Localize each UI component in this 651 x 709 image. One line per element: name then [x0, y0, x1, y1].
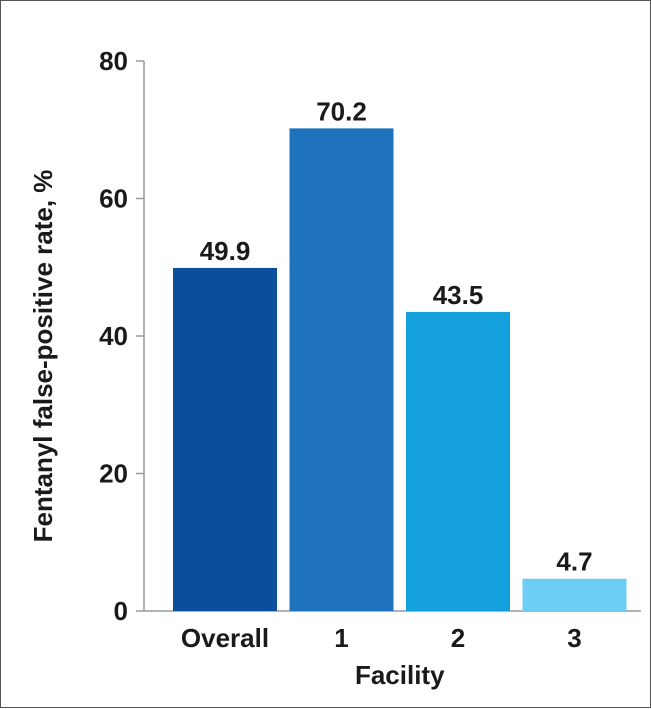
y-tick-label: 20: [99, 459, 128, 489]
bar-value-label: 70.2: [316, 96, 367, 126]
x-tick-label: 1: [334, 623, 348, 653]
bar-overall: [173, 267, 277, 611]
y-axis: 0 20 40 60 80: [99, 46, 145, 626]
x-tick-label: 3: [567, 623, 581, 653]
bar-facility-2: [406, 311, 510, 611]
x-tick-label: Overall: [181, 623, 269, 653]
bar-value-label: 4.7: [556, 547, 592, 577]
category-labels-group: Overall 1 2 3: [181, 623, 582, 653]
x-tick-label: 2: [451, 623, 465, 653]
y-tick-label: 40: [99, 321, 128, 351]
value-labels-group: 49.9 70.2 43.5 4.7: [200, 96, 593, 576]
y-tick-label: 0: [114, 596, 128, 626]
bar-value-label: 43.5: [433, 280, 484, 310]
bar-value-label: 49.9: [200, 236, 251, 266]
bar-facility-3: [522, 578, 627, 611]
bar-facility-1: [289, 128, 394, 611]
bars-group: [173, 128, 627, 611]
y-axis-title: Fentanyl false-positive rate, %: [28, 170, 58, 543]
y-tick-label: 60: [99, 184, 128, 214]
y-tick-label: 80: [99, 46, 128, 76]
x-axis-title: Facility: [355, 660, 445, 690]
